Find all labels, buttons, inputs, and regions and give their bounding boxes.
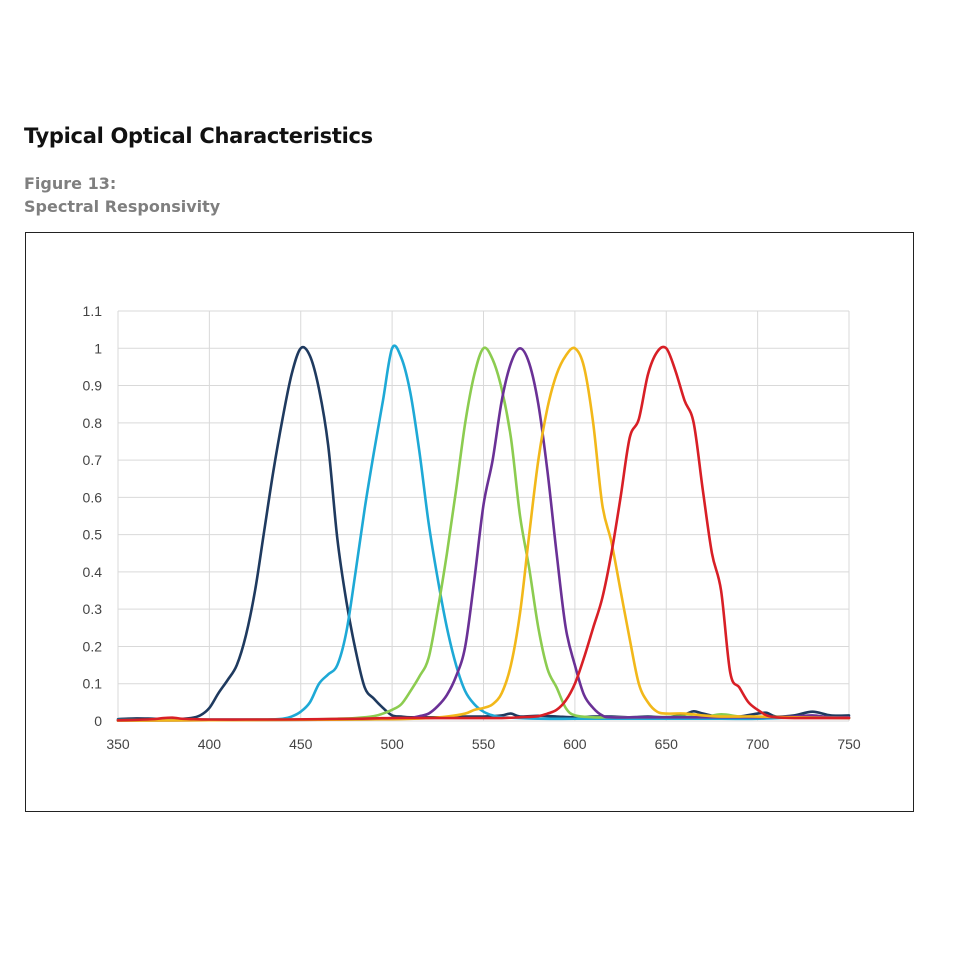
y-tick-label: 0.3 [83, 601, 103, 617]
chart-frame: 0 0.1 0.2 0.3 0.4 0.5 0.6 0.7 0.8 0.9 1 1.1 350 400 45… [25, 232, 914, 812]
y-tick-label: 0 [94, 713, 102, 729]
figure-number: Figure 13: [24, 174, 117, 193]
figure-caption: Figure 13: Spectral Responsivity [24, 172, 220, 218]
y-tick-label: 0.9 [83, 378, 103, 394]
x-tick-label: 400 [198, 736, 222, 752]
y-tick-label: 0.8 [83, 415, 103, 431]
x-tick-label: 450 [289, 736, 313, 752]
y-tick-label: 0.2 [83, 638, 103, 654]
series-line-6 [116, 345, 851, 722]
series-lines [116, 344, 851, 722]
grid [117, 310, 850, 722]
y-tick-label: 1 [94, 340, 102, 356]
page-title: Typical Optical Characteristics [24, 124, 373, 148]
y-tick-label: 0.1 [83, 676, 103, 692]
axis-tick-labels: 0 0.1 0.2 0.3 0.4 0.5 0.6 0.7 0.8 0.9 1 1.1 350 400 45… [83, 303, 861, 752]
x-tick-label: 700 [746, 736, 770, 752]
y-tick-label: 1.1 [83, 303, 103, 319]
x-tick-label: 550 [472, 736, 496, 752]
x-tick-label: 750 [837, 736, 861, 752]
spectral-responsivity-chart: 0 0.1 0.2 0.3 0.4 0.5 0.6 0.7 0.8 0.9 1 1.1 350 400 45… [83, 303, 861, 752]
series-line-2 [116, 344, 851, 722]
x-tick-label: 600 [563, 736, 587, 752]
x-tick-label: 500 [380, 736, 404, 752]
figure-title: Spectral Responsivity [24, 197, 221, 216]
y-tick-label: 0.7 [83, 452, 103, 468]
y-tick-label: 0.6 [83, 489, 103, 505]
series-line-5 [116, 346, 851, 722]
y-tick-label: 0.4 [83, 564, 103, 580]
x-tick-label: 650 [655, 736, 679, 752]
y-tick-label: 0.5 [83, 527, 103, 543]
x-tick-label: 350 [106, 736, 130, 752]
